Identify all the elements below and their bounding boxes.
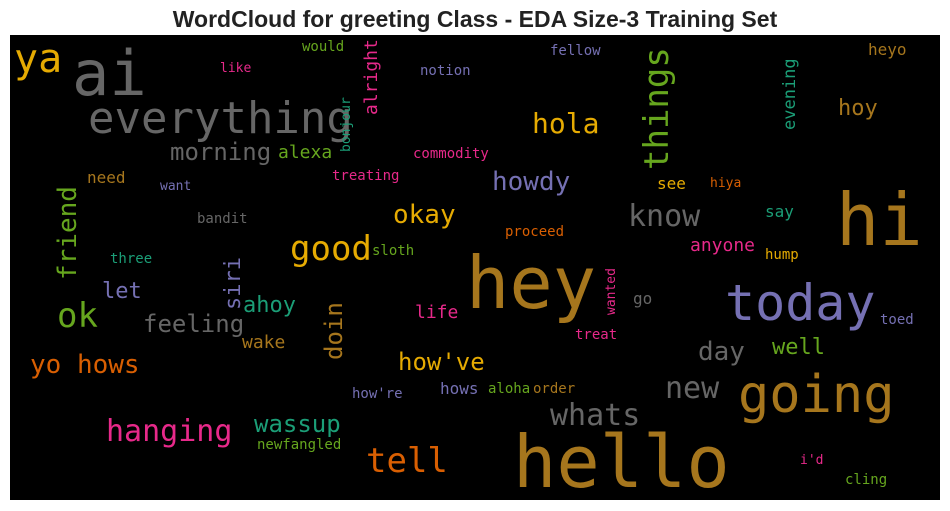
word: wassup [254,410,341,438]
word: go [633,289,652,308]
word: wanted [604,268,619,315]
word: hump [765,247,799,263]
word: toed [880,312,914,328]
word: life [415,302,458,323]
word: know [628,199,701,234]
word: commodity [413,146,489,162]
word: day [698,337,745,367]
word: alexa [278,142,332,163]
word: order [533,381,575,397]
word: hola [532,107,599,140]
word: want [160,179,191,194]
word: new [665,371,720,406]
word: evening [780,58,800,130]
word: notion [420,63,471,79]
word: would [302,39,344,55]
word: say [765,202,794,221]
cloud-background [10,35,940,500]
word: everything [88,93,353,144]
word: ahoy [243,293,296,318]
word: good [290,229,372,269]
word: fellow [550,43,601,59]
word: anyone [690,235,755,256]
word: hey [466,241,596,325]
word: morning [170,138,271,166]
word: aloha [488,381,530,397]
word: alright [361,39,382,115]
word: heyo [868,40,907,59]
word: sloth [372,243,414,259]
word: hiya [710,176,741,191]
word: siri [221,257,246,310]
word: treating [332,168,399,184]
word: well [772,335,825,360]
word: yo hows [30,350,140,380]
word: today [725,274,876,332]
word: hanging [106,414,232,449]
word: ai [72,37,147,110]
word: newfangled [257,437,341,453]
word: friend [53,186,83,280]
word: howdy [492,167,570,197]
word: i'd [800,453,823,468]
word: things [637,47,677,170]
word: whats [550,398,640,433]
word: need [87,168,126,187]
word: bandit [197,211,248,227]
word: going [738,365,895,425]
word: three [110,251,152,267]
word: wake [242,332,285,353]
word: ya [14,36,62,82]
chart-title: WordCloud for greeting Class - EDA Size-… [173,6,778,32]
word: bonjour [339,97,354,152]
word: okay [393,200,456,230]
word: doin [320,302,348,360]
word: hi [836,178,923,262]
word: let [102,279,142,304]
word: proceed [505,224,564,240]
word: how've [398,348,485,376]
word: treat [575,327,617,343]
word: hows [440,379,479,398]
word: hoy [838,96,878,121]
word: hello [513,420,730,504]
word: how're [352,386,403,402]
word: see [657,174,686,193]
word: tell [366,441,448,481]
word: cling [845,472,887,488]
word: feeling [143,310,244,338]
word: ok [57,296,98,336]
word: like [220,61,251,76]
